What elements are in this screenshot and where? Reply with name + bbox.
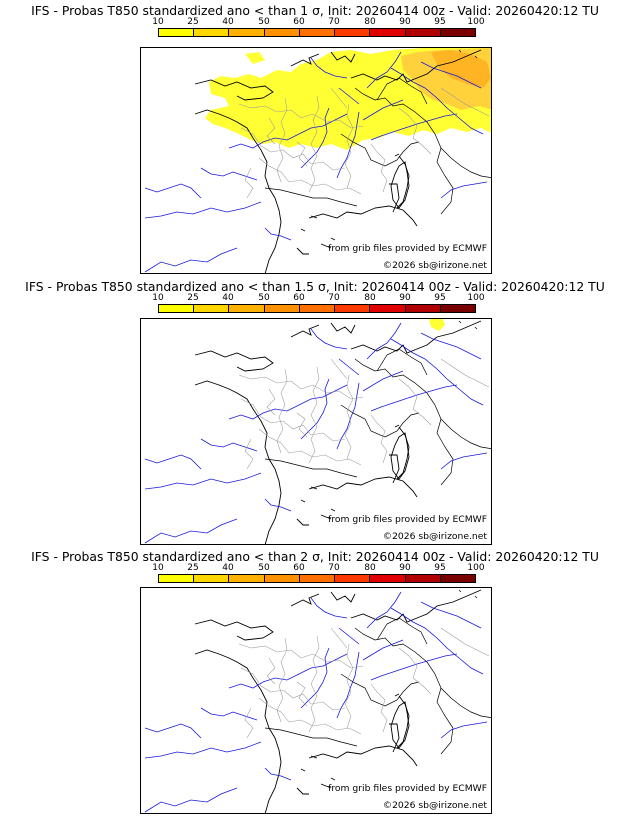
colorbar-swatch: [194, 305, 230, 312]
colorbar-swatch: [264, 575, 300, 582]
probability-colorbar: 10 25 40 50 60 70 80 90 95 100: [152, 17, 485, 41]
colorbar-tick-label: 70: [328, 293, 340, 303]
probability-area-10-25: [429, 319, 445, 331]
colorbar-tick-label: 60: [293, 17, 305, 27]
colorbar-swatches: [158, 574, 476, 583]
colorbar-tick-label: 25: [187, 563, 199, 573]
colorbar-swatch: [194, 29, 230, 36]
copyright-credit: ©2026 sb@irizone.net: [382, 260, 487, 271]
panel-title: IFS - Probas T850 standardized ano < tha…: [25, 279, 605, 294]
colorbar-tick-label: 90: [399, 17, 411, 27]
colorbar-swatch: [229, 575, 265, 582]
colorbar-swatch: [229, 29, 265, 36]
data-source-credit: from grib files provided by ECMWF: [328, 514, 487, 525]
colorbar-swatch: [440, 575, 475, 582]
colorbar-swatch: [370, 29, 406, 36]
colorbar-swatch: [299, 305, 336, 312]
colorbar-tick-label: 90: [399, 293, 411, 303]
colorbar-tick-label: 95: [434, 563, 446, 573]
colorbar-tick-label: 100: [467, 293, 485, 303]
colorbar-swatch: [159, 305, 195, 312]
colorbar-tick-label: 40: [222, 563, 234, 573]
data-source-credit: from grib files provided by ECMWF: [328, 243, 487, 254]
colorbar-swatch: [264, 305, 300, 312]
colorbar-tick-label: 50: [258, 17, 270, 27]
colorbar-tick-label: 100: [467, 17, 485, 27]
colorbar-swatch: [335, 305, 371, 312]
colorbar-tick-label: 70: [328, 563, 340, 573]
colorbar-tick-label: 100: [467, 563, 485, 573]
colorbar-tick-label: 25: [187, 17, 199, 27]
probability-colorbar: 10 25 40 50 60 70 80 90 95 100: [152, 563, 485, 587]
colorbar-tick-label: 60: [293, 293, 305, 303]
colorbar-tick-label: 90: [399, 563, 411, 573]
data-source-credit: from grib files provided by ECMWF: [328, 783, 487, 794]
colorbar-swatch: [440, 29, 475, 36]
colorbar-swatch: [229, 305, 265, 312]
colorbar-tick-label: 70: [328, 17, 340, 27]
colorbar-tick-label: 25: [187, 293, 199, 303]
colorbar-tick-label: 10: [152, 293, 164, 303]
colorbar-swatch: [405, 305, 441, 312]
colorbar-swatch: [370, 575, 406, 582]
map-canvas: [144, 589, 491, 813]
colorbar-swatch: [335, 575, 371, 582]
colorbar-swatch: [159, 575, 195, 582]
colorbar-tick-label: 10: [152, 17, 164, 27]
panel-title: IFS - Probas T850 standardized ano < tha…: [31, 549, 599, 564]
colorbar-tick-label: 80: [364, 563, 376, 573]
colorbar-swatch: [405, 29, 441, 36]
colorbar-labels: 10 25 40 50 60 70 80 90 95 100: [152, 293, 484, 304]
map-france: from grib files provided by ECMWF ©2026 …: [140, 587, 492, 814]
colorbar-tick-label: 80: [364, 293, 376, 303]
copyright-credit: ©2026 sb@irizone.net: [382, 800, 487, 811]
probability-area-10-25: [245, 52, 265, 64]
colorbar-swatch: [299, 575, 336, 582]
colorbar-tick-label: 80: [364, 17, 376, 27]
colorbar-tick-label: 95: [434, 17, 446, 27]
colorbar-tick-label: 50: [258, 563, 270, 573]
copyright-credit: ©2026 sb@irizone.net: [382, 531, 487, 542]
colorbar-swatch: [440, 305, 475, 312]
colorbar-swatch: [335, 29, 371, 36]
colorbar-tick-label: 50: [258, 293, 270, 303]
map-canvas: [144, 48, 491, 273]
colorbar-tick-label: 95: [434, 293, 446, 303]
probability-colorbar: 10 25 40 50 60 70 80 90 95 100: [152, 293, 485, 317]
colorbar-swatches: [158, 28, 476, 37]
colorbar-tick-label: 60: [293, 563, 305, 573]
colorbar-swatch: [264, 29, 300, 36]
panel-title: IFS - Probas T850 standardized ano < tha…: [31, 3, 599, 18]
map-france: from grib files provided by ECMWF ©2026 …: [140, 318, 492, 545]
colorbar-swatch: [370, 305, 406, 312]
map-france: from grib files provided by ECMWF ©2026 …: [140, 47, 492, 274]
colorbar-swatch: [194, 575, 230, 582]
map-canvas: [144, 319, 491, 544]
colorbar-swatches: [158, 304, 476, 313]
colorbar-swatch: [405, 575, 441, 582]
colorbar-swatch: [159, 29, 195, 36]
colorbar-labels: 10 25 40 50 60 70 80 90 95 100: [152, 563, 484, 574]
colorbar-tick-label: 40: [222, 17, 234, 27]
colorbar-tick-label: 40: [222, 293, 234, 303]
probability-area-40-50: [431, 50, 491, 88]
colorbar-swatch: [299, 29, 336, 36]
colorbar-labels: 10 25 40 50 60 70 80 90 95 100: [152, 17, 484, 28]
colorbar-tick-label: 10: [152, 563, 164, 573]
